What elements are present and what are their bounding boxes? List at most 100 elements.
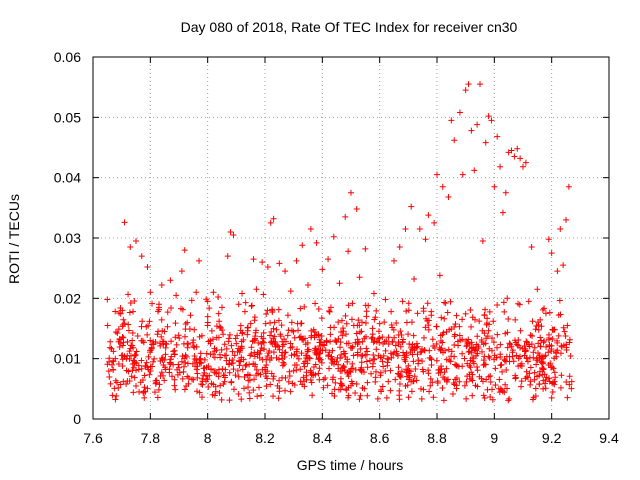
data-point: [487, 373, 494, 380]
data-point: [303, 354, 310, 361]
data-point: [430, 394, 437, 401]
data-point: [285, 327, 292, 334]
data-point: [497, 341, 504, 348]
data-point: [353, 206, 360, 213]
data-point: [315, 305, 322, 312]
data-point: [465, 336, 472, 343]
data-point: [492, 365, 499, 372]
data-point: [244, 331, 251, 338]
data-point: [485, 373, 492, 380]
data-point: [329, 347, 336, 354]
data-point: [182, 320, 189, 327]
data-point: [357, 392, 364, 399]
data-point: [133, 348, 140, 355]
data-point: [245, 377, 252, 384]
data-point: [518, 360, 525, 367]
data-point: [414, 310, 421, 317]
data-point: [288, 352, 295, 359]
data-point: [349, 300, 356, 307]
data-point: [467, 364, 474, 371]
data-point: [267, 332, 274, 339]
data-point: [443, 377, 450, 384]
data-point: [188, 297, 195, 304]
data-point: [393, 319, 400, 326]
data-point: [540, 385, 547, 392]
data-point: [248, 344, 255, 351]
data-point: [441, 369, 448, 376]
data-point: [131, 374, 138, 381]
data-point: [441, 315, 448, 322]
data-point: [184, 340, 191, 347]
data-point: [464, 342, 471, 349]
data-point: [541, 371, 548, 378]
data-point: [452, 321, 459, 328]
data-point: [104, 361, 111, 368]
data-point: [391, 257, 397, 264]
data-point: [268, 354, 275, 361]
data-point: [469, 371, 476, 378]
data-point: [512, 316, 519, 323]
data-point: [112, 308, 119, 315]
data-point: [191, 326, 198, 333]
data-point: [479, 238, 486, 245]
data-point: [379, 358, 386, 365]
data-point: [474, 333, 481, 340]
data-point: [131, 351, 138, 358]
data-point: [286, 368, 293, 375]
data-point: [282, 349, 289, 356]
data-point: [548, 250, 555, 257]
data-point: [389, 324, 396, 331]
data-point: [474, 121, 481, 128]
data-point: [404, 367, 411, 374]
data-point: [412, 365, 419, 372]
data-point: [488, 347, 495, 354]
data-point: [358, 319, 365, 326]
data-point: [342, 213, 349, 220]
data-point: [277, 333, 284, 340]
data-point: [456, 323, 463, 330]
data-point: [564, 394, 571, 401]
x-tick-label: 8.6: [370, 430, 390, 446]
data-point: [459, 350, 466, 357]
data-point: [410, 358, 417, 365]
data-point: [344, 356, 351, 363]
data-point: [354, 351, 361, 358]
data-point: [514, 145, 521, 152]
data-point: [130, 357, 137, 364]
data-point: [181, 355, 188, 362]
data-point: [189, 339, 196, 346]
data-point: [385, 356, 392, 363]
data-point: [531, 344, 538, 351]
data-point: [270, 349, 277, 356]
data-point: [320, 384, 327, 391]
data-point: [543, 343, 550, 350]
data-point: [391, 334, 398, 341]
data-point: [506, 395, 513, 402]
data-point: [129, 337, 136, 344]
data-point: [294, 352, 301, 359]
data-point: [268, 339, 275, 346]
data-point: [147, 368, 154, 375]
data-point: [409, 351, 416, 358]
data-point: [109, 392, 116, 399]
data-point: [392, 342, 399, 349]
data-point: [171, 382, 178, 389]
data-point: [444, 309, 451, 316]
data-point: [318, 315, 325, 322]
data-point: [499, 209, 506, 216]
data-point: [512, 374, 519, 381]
data-point: [420, 368, 427, 375]
data-point: [364, 348, 371, 355]
data-point: [259, 259, 266, 266]
data-point: [255, 384, 262, 391]
data-point: [494, 133, 501, 140]
data-point: [436, 344, 443, 351]
data-point: [558, 342, 565, 349]
data-point: [397, 328, 404, 335]
data-point: [331, 386, 338, 393]
data-point: [485, 113, 492, 120]
data-point: [536, 368, 543, 375]
data-point: [545, 362, 552, 369]
data-point: [354, 322, 361, 329]
data-point: [319, 266, 326, 273]
